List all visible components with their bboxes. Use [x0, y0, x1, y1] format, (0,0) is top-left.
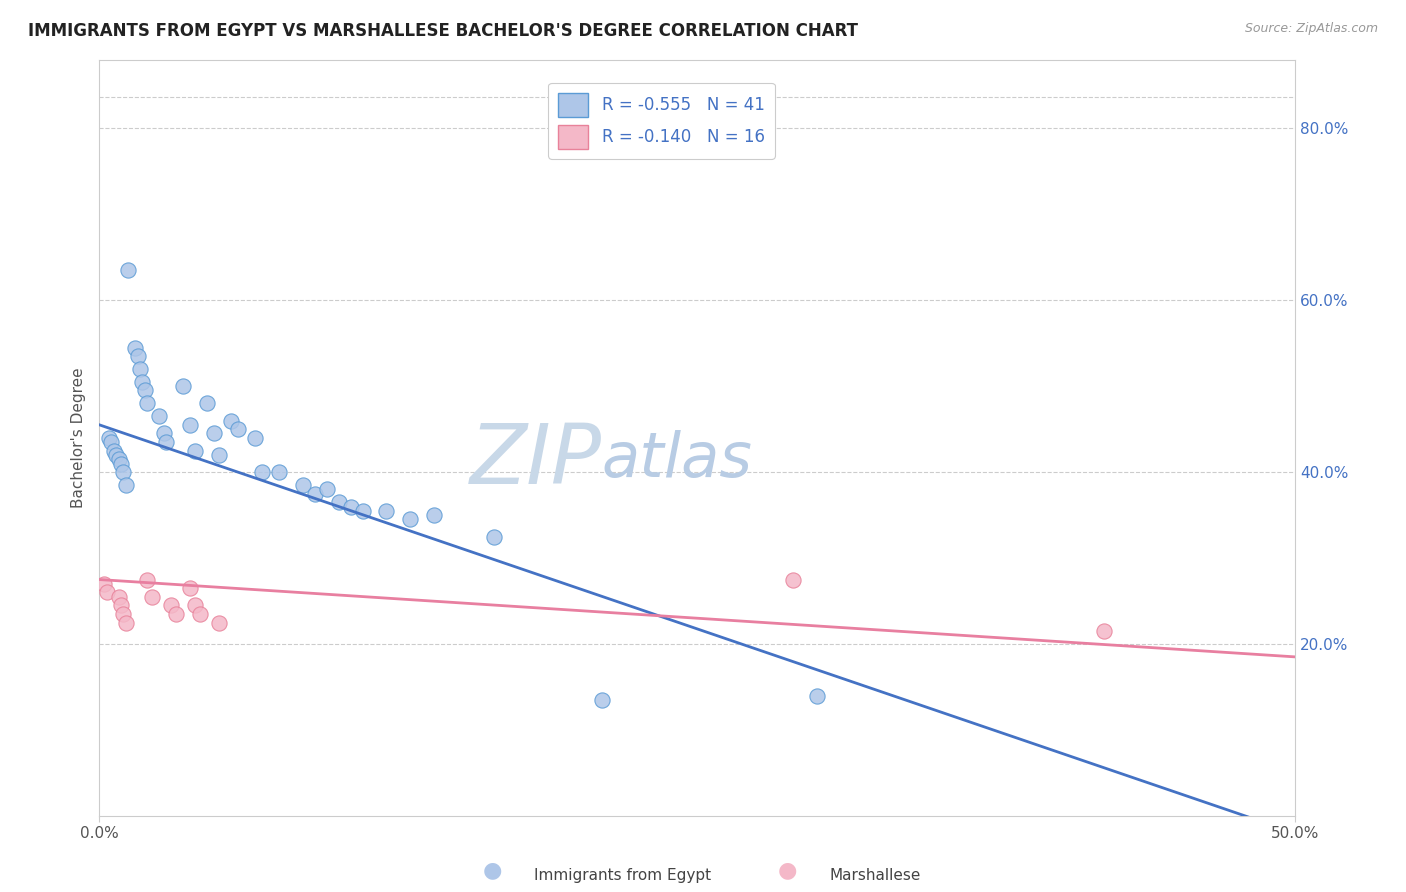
- Point: [141, 590, 163, 604]
- Text: atlas: atlas: [602, 431, 752, 491]
- Point: [315, 483, 337, 497]
- Point: [1092, 624, 1115, 639]
- Point: [188, 607, 211, 621]
- Point: [110, 599, 132, 613]
- Point: [202, 426, 225, 441]
- Point: [117, 263, 139, 277]
- Point: [591, 693, 613, 707]
- Point: [250, 465, 273, 479]
- Point: [129, 362, 152, 376]
- Text: Source: ZipAtlas.com: Source: ZipAtlas.com: [1244, 22, 1378, 36]
- Point: [172, 379, 194, 393]
- Point: [107, 590, 129, 604]
- Point: [243, 431, 266, 445]
- Point: [155, 435, 177, 450]
- Point: [105, 448, 128, 462]
- Text: Immigrants from Egypt: Immigrants from Egypt: [534, 869, 711, 883]
- Point: [291, 478, 314, 492]
- Point: [107, 452, 129, 467]
- Text: Marshallese: Marshallese: [830, 869, 921, 883]
- Point: [148, 409, 170, 424]
- Point: [179, 581, 201, 595]
- Point: [160, 599, 183, 613]
- Point: [267, 465, 290, 479]
- Point: [304, 486, 326, 500]
- Point: [208, 448, 231, 462]
- Point: [110, 457, 132, 471]
- Point: [136, 573, 159, 587]
- Point: [226, 422, 249, 436]
- Point: [96, 585, 118, 599]
- Text: IMMIGRANTS FROM EGYPT VS MARSHALLESE BACHELOR'S DEGREE CORRELATION CHART: IMMIGRANTS FROM EGYPT VS MARSHALLESE BAC…: [28, 22, 858, 40]
- Point: [179, 417, 201, 432]
- Point: [98, 431, 121, 445]
- Point: [114, 478, 136, 492]
- Legend: R = -0.555   N = 41, R = -0.140   N = 16: R = -0.555 N = 41, R = -0.140 N = 16: [548, 83, 775, 159]
- Point: [208, 615, 231, 630]
- Point: [423, 508, 446, 522]
- Point: [782, 573, 804, 587]
- Point: [134, 384, 156, 398]
- Point: [482, 530, 505, 544]
- Point: [184, 443, 207, 458]
- Point: [399, 512, 422, 526]
- Point: [112, 465, 135, 479]
- Point: [103, 443, 125, 458]
- Point: [136, 396, 159, 410]
- Point: [195, 396, 218, 410]
- Point: [131, 375, 153, 389]
- Point: [352, 504, 374, 518]
- Point: [328, 495, 350, 509]
- Point: [153, 426, 176, 441]
- Point: [219, 413, 242, 427]
- Point: [339, 500, 361, 514]
- Point: [93, 577, 115, 591]
- Point: [112, 607, 135, 621]
- Point: [165, 607, 187, 621]
- Point: [375, 504, 398, 518]
- Text: ZIP: ZIP: [470, 420, 602, 501]
- Text: ●: ●: [778, 860, 797, 880]
- Y-axis label: Bachelor's Degree: Bachelor's Degree: [72, 368, 86, 508]
- Point: [184, 599, 207, 613]
- Point: [806, 689, 828, 703]
- Point: [114, 615, 136, 630]
- Point: [127, 349, 149, 363]
- Point: [100, 435, 122, 450]
- Point: [124, 341, 146, 355]
- Text: ●: ●: [482, 860, 502, 880]
